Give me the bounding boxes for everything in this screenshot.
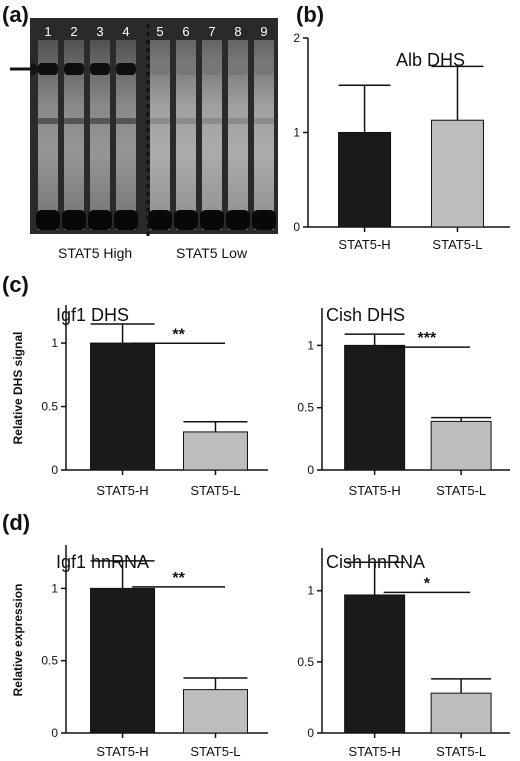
x-tick-label: STAT5-H [349,744,401,759]
y-tick-label: 1 [307,338,314,352]
significance-label: * [424,575,431,592]
band-arrow-icon [10,62,42,76]
bar [90,587,156,734]
chart-title: Igf1 DHS [56,305,129,325]
gel-label-stat5-low: STAT5 Low [176,245,248,261]
y-tick-label: 0.5 [41,400,58,414]
bar [430,692,492,734]
bar [430,420,492,471]
x-tick-label: STAT5-H [338,237,390,252]
x-tick-label: STAT5-H [349,483,401,498]
panel-label-a: (a) [2,2,29,27]
y-axis-label-d: Relative expression [11,584,25,697]
chart-b: 0 1 2 STAT5-H STAT5-L Alb DHS [293,31,510,252]
x-tick-label: STAT5-L [436,483,486,498]
significance-label: ** [172,326,185,343]
y-tick-label: 0 [51,726,58,740]
lane-number: 9 [260,24,267,39]
y-tick-label: 0 [51,463,58,477]
panel-label-b: (b) [296,2,324,27]
free-probe-band [114,210,138,230]
lane-number: 1 [44,24,51,39]
free-probe-band [62,210,86,230]
gel-lane [88,40,112,230]
gel-lane [226,40,250,230]
shift-band [254,63,274,75]
gel-lane [148,40,172,230]
chart-d1: 0 0.5 1 STAT5-H STAT5-L Igf1 hnRNA ** [41,545,268,759]
y-tick-label: 1 [51,581,58,595]
y-tick-label: 0 [293,220,300,234]
y-tick-label: 1 [51,336,58,350]
lane-number: 3 [96,24,103,39]
chart-title: Igf1 hnRNA [56,552,149,572]
bar [344,344,406,471]
chart-c2: 0 0.5 1 STAT5-H STAT5-L Cish DHS *** [297,305,510,498]
y-tick-label: 0.5 [297,401,314,415]
lane-number: 7 [208,24,215,39]
y-tick-label: 0 [307,463,314,477]
lane-number: 8 [234,24,241,39]
chart-d2: 0 0.5 1 STAT5-H STAT5-L Cish hnRNA * [297,548,510,759]
free-probe-band [174,210,198,230]
shift-band [38,63,58,75]
shift-band [202,63,222,75]
x-tick-label: STAT5-L [190,744,240,759]
y-tick-label: 0 [307,726,314,740]
bar [338,132,392,228]
shift-band [176,63,196,75]
x-tick-label: STAT5-L [436,744,486,759]
x-tick-label: STAT5-H [96,744,148,759]
significance-label: ** [172,570,185,587]
shift-band [90,63,110,75]
y-tick-label: 1 [293,126,300,140]
y-tick-label: 0.5 [41,654,58,668]
shift-band [228,63,248,75]
free-probe-band [226,210,250,230]
free-probe-band [252,210,276,230]
x-tick-label: STAT5-L [432,237,482,252]
shift-band [64,63,84,75]
free-probe-band [88,210,112,230]
gel-label-stat5-high: STAT5 High [58,245,132,261]
free-probe-band [148,210,172,230]
lane-number: 6 [182,24,189,39]
shift-band [116,63,136,75]
x-tick-label: STAT5-L [190,483,240,498]
gel-lane [114,40,138,230]
bar [182,431,248,471]
lane-number: 4 [122,24,129,39]
chart-c1: 0 0.5 1 STAT5-H STAT5-L Igf1 DHS ** [41,305,268,498]
gel-lane [62,40,86,230]
chart-title: Cish hnRNA [326,552,425,572]
significance-label: *** [418,330,437,347]
chart-title: Alb DHS [396,50,465,70]
x-tick-label: STAT5-H [96,483,148,498]
bar [90,342,156,471]
gel-lane [252,40,276,230]
y-tick-label: 2 [293,31,300,45]
bar [182,689,248,734]
y-tick-label: 1 [307,584,314,598]
bar [430,119,484,228]
gel-lane [200,40,224,230]
gel-lane [174,40,198,230]
lane-number: 5 [156,24,163,39]
chart-title: Cish DHS [326,305,405,325]
y-tick-label: 0.5 [297,655,314,669]
free-probe-band [200,210,224,230]
y-axis-label-c: Relative DHS signal [11,332,25,445]
bar [344,594,406,734]
shift-band [150,63,170,75]
free-probe-band [36,210,60,230]
gel-lane [36,40,60,230]
panel-label-c: (c) [2,272,29,297]
lane-number: 2 [70,24,77,39]
panel-label-d: (d) [2,510,30,535]
gel-image: 1 2 3 4 5 6 7 8 9 [10,18,278,236]
